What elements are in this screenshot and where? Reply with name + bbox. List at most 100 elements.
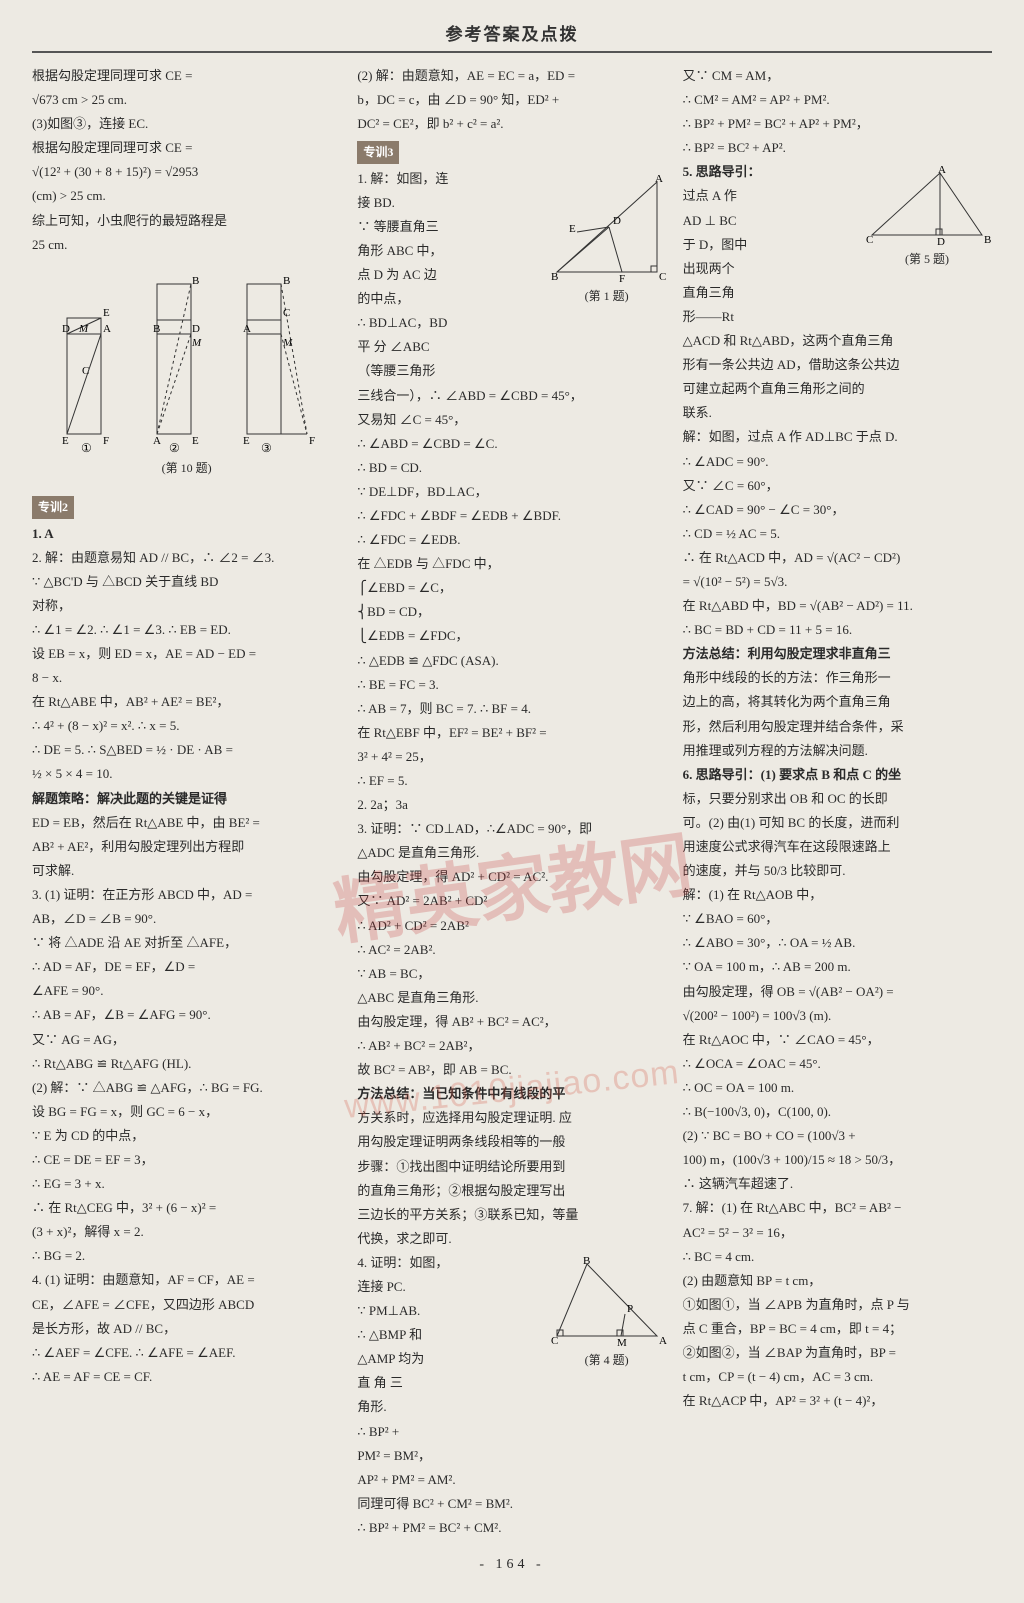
zx3-3k: 故 BC² = AB²，即 AB = BC. xyxy=(357,1059,666,1081)
q5r: = √(10² − 5²) = 5√3. xyxy=(683,571,992,593)
column-1: 根据勾股定理同理可求 CE = √673 cm > 25 cm. (3)如图③，… xyxy=(32,65,341,1541)
q5-block: A C D B (第 5 题) 5. 思路导引： 过点 A 作 AD ⊥ BC … xyxy=(683,161,992,330)
figure-5-svg: A C D B xyxy=(862,165,992,245)
zx2-3g: 又∵ AG = AG， xyxy=(32,1029,341,1051)
svg-text:M: M xyxy=(282,337,293,349)
svg-text:C: C xyxy=(82,365,89,377)
header-rule xyxy=(32,51,992,53)
q6f: 解：(1) 在 Rt△AOB 中， xyxy=(683,884,992,906)
svg-text:P: P xyxy=(627,1303,633,1315)
c1-l8: 25 cm. xyxy=(32,234,341,256)
zx2-4d: ∴ ∠AEF = ∠CFE. ∴ ∠AFE = ∠AEF. xyxy=(32,1342,341,1364)
zx3-1n: ∵ DE⊥DF，BD⊥AC， xyxy=(357,481,666,503)
figure-5-caption: (第 5 题) xyxy=(862,249,992,269)
c1-l4: 根据勾股定理同理可求 CE = xyxy=(32,137,341,159)
q6j: 由勾股定理，得 OB = √(AB² − OA²) = xyxy=(683,981,992,1003)
q5p: ∴ CD = ½ AC = 5. xyxy=(683,523,992,545)
q6e: 的速度，并与 50/3 比较即可. xyxy=(683,860,992,882)
zx3-3h: △ABC 是直角三角形. xyxy=(357,987,666,1009)
zx3-2a: 2. 2a；3a xyxy=(357,794,666,816)
column-3: 又∵ CM = AM， ∴ CM² = AM² = AP² + PM². ∴ B… xyxy=(683,65,992,1541)
q7h: t cm，CP = (t − 4) cm，AC = 3 cm. xyxy=(683,1366,992,1388)
zx2-3k: ∵ E 为 CD 的中点， xyxy=(32,1125,341,1147)
zx2-3n: ∴ 在 Rt△CEG 中，3² + (6 − x)² = xyxy=(32,1197,341,1219)
page-title: 参考答案及点拨 xyxy=(32,20,992,45)
zx2-3d: ∴ AD = AF，DE = EF，∠D = xyxy=(32,956,341,978)
svg-text:M: M xyxy=(78,323,89,335)
c1-l7: 综上可知，小虫爬行的最短路程是 xyxy=(32,210,341,232)
zx3-1u: ∴ △EDB ≌ △FDC (ASA). xyxy=(357,650,666,672)
svg-text:E: E xyxy=(569,223,576,235)
svg-text:E: E xyxy=(192,435,199,447)
zx3-4f: 直 角 三 xyxy=(357,1372,666,1394)
c1-l6: (cm) > 25 cm. xyxy=(32,185,341,207)
zx3-3g: ∵ AB = BC， xyxy=(357,963,666,985)
q6d: 用速度公式求得汽车在这段限速路上 xyxy=(683,836,992,858)
zx2-2m: AB² + AE²，利用勾股定理列出方程即 xyxy=(32,836,341,858)
q5m: ∴ ∠ADC = 90°. xyxy=(683,451,992,473)
q5j: 可建立起两个直角三角形之间的 xyxy=(683,378,992,400)
q6a: 6. 思路导引：(1) 要求点 B 和点 C 的坐 xyxy=(683,764,992,786)
zx3-3d: 又∵ AD² = 2AB² + CD² xyxy=(357,890,666,912)
zx2-4c: 是长方形，故 AD // BC， xyxy=(32,1318,341,1340)
figure-10-svg: D M A E F C E ① B xyxy=(57,274,317,454)
zx2-2e: 设 EB = x，则 ED = x，AE = AD − ED = xyxy=(32,643,341,665)
svg-text:D: D xyxy=(62,323,70,335)
svg-text:E: E xyxy=(243,435,250,447)
q5t: ∴ BC = BD + CD = 11 + 5 = 16. xyxy=(683,619,992,641)
svg-text:B: B xyxy=(283,275,290,287)
zx3-1r: ⎧∠EBD = ∠C， xyxy=(357,577,666,599)
q5n: 又∵ ∠C = 60°， xyxy=(683,475,992,497)
q1-block: A D E B F C (第 1 题) 1. 解：如图，连 接 BD. ∵ 等腰… xyxy=(357,168,666,385)
zx2-3p: ∴ BG = 2. xyxy=(32,1245,341,1267)
zx2-3i: (2) 解：∵ △ABG ≌ △AFG，∴ BG = FG. xyxy=(32,1077,341,1099)
q5u: 方法总结：利用勾股定理求非直角三 xyxy=(683,643,992,665)
zx2-2k: 解题策略：解决此题的关键是证得 xyxy=(32,788,341,810)
q6i: ∵ OA = 100 m，∴ AB = 200 m. xyxy=(683,956,992,978)
q7e: ①如图①，当 ∠APB 为直角时，点 P 与 xyxy=(683,1294,992,1316)
q7i: 在 Rt△ACP 中，AP² = 3² + (t − 4)²， xyxy=(683,1390,992,1412)
zx2-3a: 3. (1) 证明：在正方形 ABCD 中，AD = xyxy=(32,884,341,906)
zx2-2c: 对称， xyxy=(32,595,341,617)
zx2-3h: ∴ Rt△ABG ≌ Rt△AFG (HL). xyxy=(32,1053,341,1075)
zx2-2h: ∴ 4² + (8 − x)² = x². ∴ x = 5. xyxy=(32,715,341,737)
content-columns: 根据勾股定理同理可求 CE = √673 cm > 25 cm. (3)如图③，… xyxy=(32,65,992,1541)
svg-text:B: B xyxy=(153,323,160,335)
svg-text:M: M xyxy=(191,337,202,349)
zx3-4l: ∴ BP² + PM² = BC² + CM². xyxy=(357,1517,666,1539)
q6k: √(200² − 100²) = 100√3 (m). xyxy=(683,1005,992,1027)
svg-text:A: A xyxy=(655,173,663,185)
zx3-3m: 方关系时，应选择用勾股定理证明. 应 xyxy=(357,1107,666,1129)
zx2-3l: ∴ CE = DE = EF = 3， xyxy=(32,1149,341,1171)
zx3-3f: ∴ AC² = 2AB². xyxy=(357,939,666,961)
zx2-3o: (3 + x)²，解得 x = 2. xyxy=(32,1221,341,1243)
q5q: ∴ 在 Rt△ACD 中，AD = √(AC² − CD²) xyxy=(683,547,992,569)
zx3-1i: （等腰三角形 xyxy=(357,360,666,382)
figure-1: A D E B F C (第 1 题) xyxy=(547,168,667,306)
c3-l1: 又∵ CM = AM， xyxy=(683,65,992,87)
q5i: 形有一条公共边 AD，借助这条公共边 xyxy=(683,354,992,376)
q5k: 联系. xyxy=(683,402,992,424)
zx3-1z: ∴ EF = 5. xyxy=(357,770,666,792)
zx2-4e: ∴ AE = AF = CE = CF. xyxy=(32,1366,341,1388)
figure-1-svg: A D E B F C xyxy=(547,172,667,282)
c2-l1: (2) 解：由题意知，AE = EC = a，ED = xyxy=(357,65,666,87)
zx2-3e: ∠AFE = 90°. xyxy=(32,980,341,1002)
q5l: 解：如图，过点 A 作 AD⊥BC 于点 D. xyxy=(683,426,992,448)
zx2-3j: 设 BG = FG = x，则 GC = 6 − x， xyxy=(32,1101,341,1123)
svg-text:A: A xyxy=(938,165,946,176)
svg-text:②: ② xyxy=(169,441,180,454)
zx2-1: 1. A xyxy=(32,523,341,545)
zx3-1q: 在 △EDB 与 △FDC 中， xyxy=(357,553,666,575)
svg-text:F: F xyxy=(619,273,625,282)
q7c: ∴ BC = 4 cm. xyxy=(683,1246,992,1268)
zx2-2a: 2. 解：由题意易知 AD // BC，∴ ∠2 = ∠3. xyxy=(32,547,341,569)
svg-text:C: C xyxy=(659,271,666,282)
q4-block: B P C M A (第 4 题) 4. 证明：如图， 连接 PC. ∵ PM⊥… xyxy=(357,1252,666,1421)
label-zhuanxun2: 专训2 xyxy=(32,496,74,518)
svg-text:B: B xyxy=(192,275,199,287)
svg-text:A: A xyxy=(153,435,161,447)
svg-text:F: F xyxy=(103,435,109,447)
figure-10-caption: (第 10 题) xyxy=(32,458,341,478)
svg-text:C: C xyxy=(283,307,290,319)
